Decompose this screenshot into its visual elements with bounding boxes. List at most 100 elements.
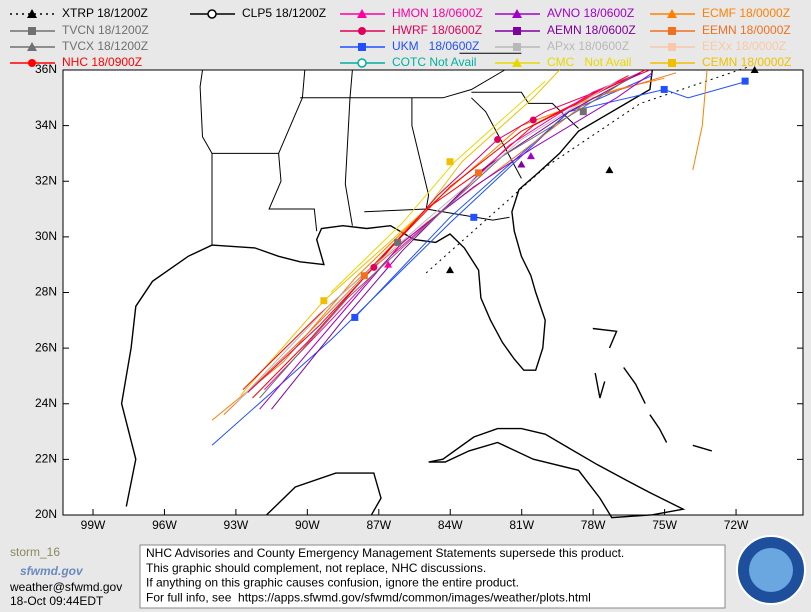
model-track bbox=[259, 72, 653, 410]
lon-label: 84W bbox=[438, 518, 463, 532]
lon-label: 99W bbox=[81, 518, 106, 532]
lon-label: 93W bbox=[224, 518, 249, 532]
track-marker bbox=[526, 152, 535, 160]
email: weather@sfwmd.gov bbox=[9, 580, 122, 594]
track-marker bbox=[370, 263, 378, 271]
track-marker bbox=[494, 136, 502, 143]
lat-label: 20N bbox=[35, 507, 57, 521]
lat-label: 36N bbox=[35, 62, 57, 76]
legend-label: APxx 18/0600Z bbox=[547, 39, 629, 53]
legend-label: CEMN 18/0000Z bbox=[702, 55, 791, 69]
site: sfwmd.gov bbox=[20, 564, 84, 578]
notice-line: If anything on this graphic causes confu… bbox=[146, 576, 519, 590]
track-marker bbox=[360, 272, 368, 280]
legend-label: AEMN 18/0600Z bbox=[547, 23, 636, 37]
legend-label: AVNO 18/0600Z bbox=[547, 6, 634, 20]
legend-marker bbox=[668, 59, 676, 67]
legend-label: UKM 18/0600Z bbox=[392, 39, 479, 53]
track-marker bbox=[351, 313, 359, 321]
legend-label: ECMF 18/0000Z bbox=[702, 6, 790, 20]
track-marker bbox=[579, 108, 587, 116]
lon-label: 96W bbox=[152, 518, 177, 532]
notice-box bbox=[139, 544, 726, 609]
lat-label: 22N bbox=[35, 452, 57, 466]
coastline bbox=[649, 414, 668, 443]
model-track bbox=[211, 75, 653, 446]
lat-label: 32N bbox=[35, 173, 57, 187]
model-track bbox=[240, 69, 560, 396]
legend-label: EEXx 18/0000Z bbox=[702, 39, 786, 53]
coastline bbox=[592, 327, 618, 349]
lon-label: 75W bbox=[652, 518, 677, 532]
track-marker bbox=[384, 260, 393, 268]
track-marker bbox=[394, 238, 402, 246]
state-border bbox=[300, 69, 505, 99]
lon-label: 81W bbox=[509, 518, 534, 532]
legend-marker bbox=[358, 43, 366, 51]
state-border bbox=[426, 208, 510, 221]
legend-marker bbox=[512, 58, 522, 67]
state-border bbox=[471, 97, 522, 179]
legend-label: EEMN 18/0000Z bbox=[702, 23, 791, 37]
legend-marker bbox=[513, 43, 521, 51]
coastline bbox=[266, 472, 382, 516]
coastline bbox=[692, 444, 712, 452]
lat-label: 34N bbox=[35, 118, 57, 132]
legend-marker bbox=[27, 42, 37, 51]
district-seal-inner bbox=[749, 548, 793, 592]
notice-line: This graphic should complement, not repl… bbox=[146, 561, 486, 575]
timestamp: 18-Oct 09:44EDT bbox=[10, 594, 104, 608]
model-track bbox=[259, 75, 634, 399]
legend-marker bbox=[28, 27, 36, 35]
track-marker bbox=[470, 213, 478, 221]
track-marker bbox=[741, 77, 749, 85]
track-marker bbox=[446, 158, 454, 166]
track-marker bbox=[475, 169, 483, 177]
model-track bbox=[235, 80, 617, 404]
legend-label: HMON 18/0600Z bbox=[392, 6, 483, 20]
model-track bbox=[425, 66, 748, 274]
legend-marker bbox=[27, 9, 37, 18]
track-marker bbox=[750, 66, 759, 73]
track-marker bbox=[446, 266, 454, 274]
legend-marker bbox=[668, 27, 676, 35]
model-track bbox=[252, 75, 629, 399]
track-marker bbox=[529, 116, 537, 124]
lat-label: 28N bbox=[35, 285, 57, 299]
state-border bbox=[364, 97, 430, 213]
lat-label: 30N bbox=[35, 229, 57, 243]
legend-marker bbox=[512, 9, 522, 18]
legend-label: CMC Not Avail bbox=[547, 55, 631, 69]
coastline bbox=[623, 367, 646, 404]
legend-marker bbox=[668, 43, 676, 51]
track-marker bbox=[605, 166, 614, 174]
lat-label: 24N bbox=[35, 396, 57, 410]
track-marker bbox=[517, 160, 526, 168]
model-track bbox=[223, 72, 677, 416]
legend-label: CLP5 18/1200Z bbox=[242, 6, 326, 20]
legend-label: TVCN 18/1200Z bbox=[62, 23, 149, 37]
lon-label: 78W bbox=[581, 518, 606, 532]
track-marker bbox=[320, 297, 328, 305]
state-border bbox=[344, 69, 353, 226]
legend-marker bbox=[357, 9, 367, 18]
map-layer bbox=[120, 52, 759, 574]
lon-label: 90W bbox=[295, 518, 320, 532]
model-track bbox=[692, 69, 708, 171]
legend-label: HWRF 18/0600Z bbox=[392, 23, 482, 37]
legend-label: TVCX 18/1200Z bbox=[62, 39, 148, 53]
legend-marker bbox=[513, 27, 521, 35]
lon-label: 87W bbox=[366, 518, 391, 532]
legend-marker bbox=[207, 9, 217, 19]
lat-label: 26N bbox=[35, 340, 57, 354]
model-track bbox=[354, 80, 748, 318]
legend-label: XTRP 18/1200Z bbox=[62, 6, 148, 20]
legend-label: NHC 18/0900Z bbox=[62, 55, 142, 69]
legend-label: COTC Not Avail bbox=[392, 55, 476, 69]
logo: storm_16 bbox=[10, 545, 60, 559]
legend-marker bbox=[357, 58, 367, 68]
state-border bbox=[199, 69, 213, 154]
legend-marker bbox=[667, 9, 677, 18]
track-marker bbox=[660, 85, 668, 93]
